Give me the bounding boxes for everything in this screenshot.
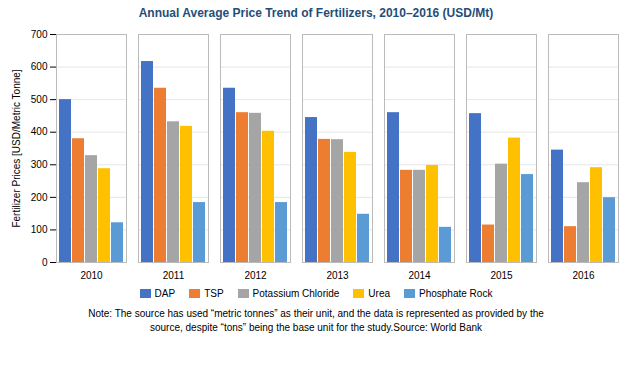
svg-text:100: 100 [31, 224, 48, 235]
svg-text:2012: 2012 [244, 270, 267, 281]
svg-text:2016: 2016 [572, 270, 595, 281]
svg-text:2013: 2013 [326, 270, 349, 281]
html-text:TSP: TSP [204, 288, 224, 299]
svg-text:500: 500 [31, 94, 48, 105]
svg-text:2011: 2011 [163, 270, 185, 281]
svg-text:2015: 2015 [490, 270, 513, 281]
svg-text:2014: 2014 [408, 270, 431, 281]
svg-text:300: 300 [31, 159, 48, 170]
html-text:DAP: DAP [154, 288, 176, 299]
html-text:source, despite “tons” being t: source, despite “tons” being the base un… [150, 322, 482, 333]
html-text:Note: The source has used “met: Note: The source has used “metric tonnes… [88, 308, 544, 319]
svg-text:2010: 2010 [80, 270, 103, 281]
svg-text:600: 600 [31, 61, 48, 72]
html-text:Phosphate Rock: Phosphate Rock [419, 288, 493, 299]
html-text:Potassium Chloride: Potassium Chloride [252, 288, 340, 299]
svg-text:400: 400 [31, 126, 48, 137]
svg-text:700: 700 [31, 29, 48, 40]
html-text:Urea: Urea [368, 288, 390, 299]
svg-text:Fertilizer Prices [USD/Metric: Fertilizer Prices [USD/Metric Tonne] [11, 69, 22, 227]
svg-text:200: 200 [31, 192, 48, 203]
html-text:Annual Average Price Trend of: Annual Average Price Trend of Fertilizer… [138, 6, 494, 20]
svg-text:0: 0 [42, 257, 48, 268]
